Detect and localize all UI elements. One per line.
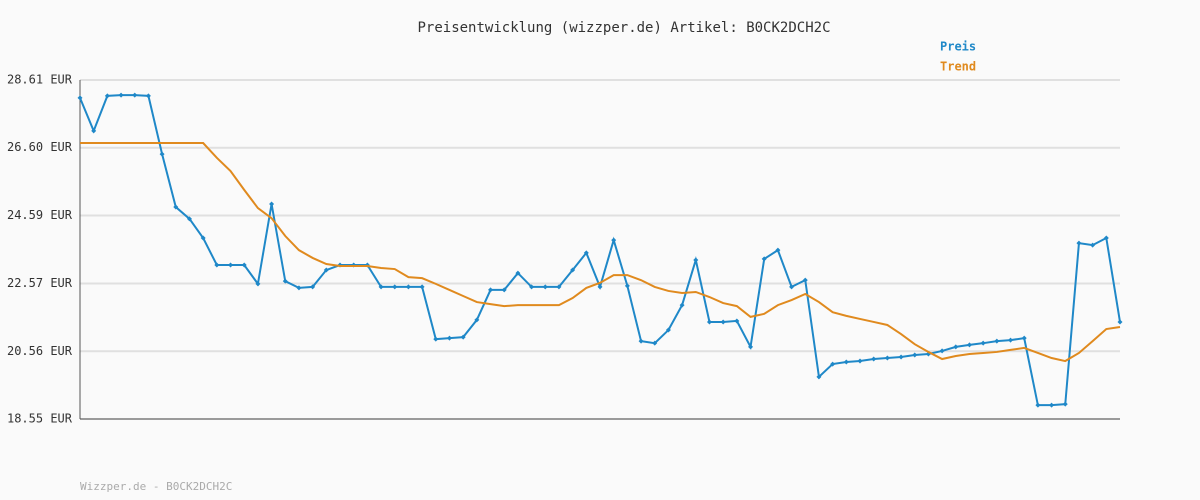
y-tick-label: 26.60 EUR [7,140,73,154]
point-marker [884,355,890,361]
point-marker [980,340,986,346]
point-marker [748,344,754,350]
y-tick-label: 20.56 EUR [7,344,73,358]
legend-entry: Preis [940,40,976,54]
footer: Wizzper.de - B0CK2DCH2C [80,480,232,493]
point-marker [310,284,316,290]
point-marker [132,92,138,98]
point-marker [529,284,535,290]
point-marker [419,284,425,290]
point-marker [296,285,302,291]
point-marker [405,284,411,290]
point-marker [857,358,863,364]
point-marker [830,361,836,367]
point-marker [200,235,206,241]
point-marker [1049,402,1055,408]
point-marker [939,348,945,354]
point-marker [994,338,1000,344]
point-marker [159,151,165,157]
point-marker [1090,242,1096,248]
point-marker [679,302,685,308]
point-marker [898,354,904,360]
point-marker [1035,402,1041,408]
point-marker [1103,235,1109,241]
point-marker [1117,319,1123,325]
point-marker [269,201,275,207]
point-marker [816,374,822,380]
point-marker [118,92,124,98]
point-marker [1062,401,1068,407]
point-marker [460,334,466,340]
point-marker [515,270,521,276]
point-marker [77,95,83,101]
point-marker [953,344,959,350]
y-tick-label: 22.57 EUR [7,276,73,290]
point-marker [323,267,329,273]
point-marker [241,262,247,268]
point-marker [912,352,918,358]
point-marker [802,277,808,283]
point-marker [693,257,699,263]
point-marker [761,256,767,262]
y-tick-label: 24.59 EUR [7,208,73,222]
point-marker [501,287,507,293]
point-marker [624,283,630,289]
legend-entry: Trend [940,60,976,74]
point-marker [556,284,562,290]
y-tick-label: 18.55 EUR [7,412,73,426]
point-marker [665,327,671,333]
point-marker [720,319,726,325]
point-marker [186,216,192,222]
point-marker [282,278,288,284]
series-line [79,94,1121,407]
point-marker [378,284,384,290]
point-marker [392,284,398,290]
point-marker [488,287,494,293]
point-marker [789,284,795,290]
point-marker [611,237,617,243]
point-marker [228,262,234,268]
point-marker [255,281,261,287]
point-marker [104,93,110,99]
point-marker [652,340,658,346]
point-marker [583,250,589,256]
point-marker [706,319,712,325]
point-marker [638,338,644,344]
point-marker [145,93,151,99]
point-marker [433,336,439,342]
point-marker [1008,337,1014,343]
point-marker [734,318,740,324]
point-marker [446,335,452,341]
point-marker [843,359,849,365]
point-marker [474,317,480,323]
point-marker [214,262,220,268]
point-marker [542,284,548,290]
point-marker [966,342,972,348]
series-line [80,142,1121,363]
point-marker [775,247,781,253]
point-marker [173,204,179,210]
point-marker [597,284,603,290]
chart-title: Preisentwicklung (wizzper.de) Artikel: B… [417,20,830,36]
point-marker [91,128,97,134]
y-tick-label: 28.61 EUR [7,73,73,87]
point-marker [871,356,877,362]
point-marker [1076,240,1082,246]
point-marker [1021,335,1027,341]
point-marker [570,267,576,273]
